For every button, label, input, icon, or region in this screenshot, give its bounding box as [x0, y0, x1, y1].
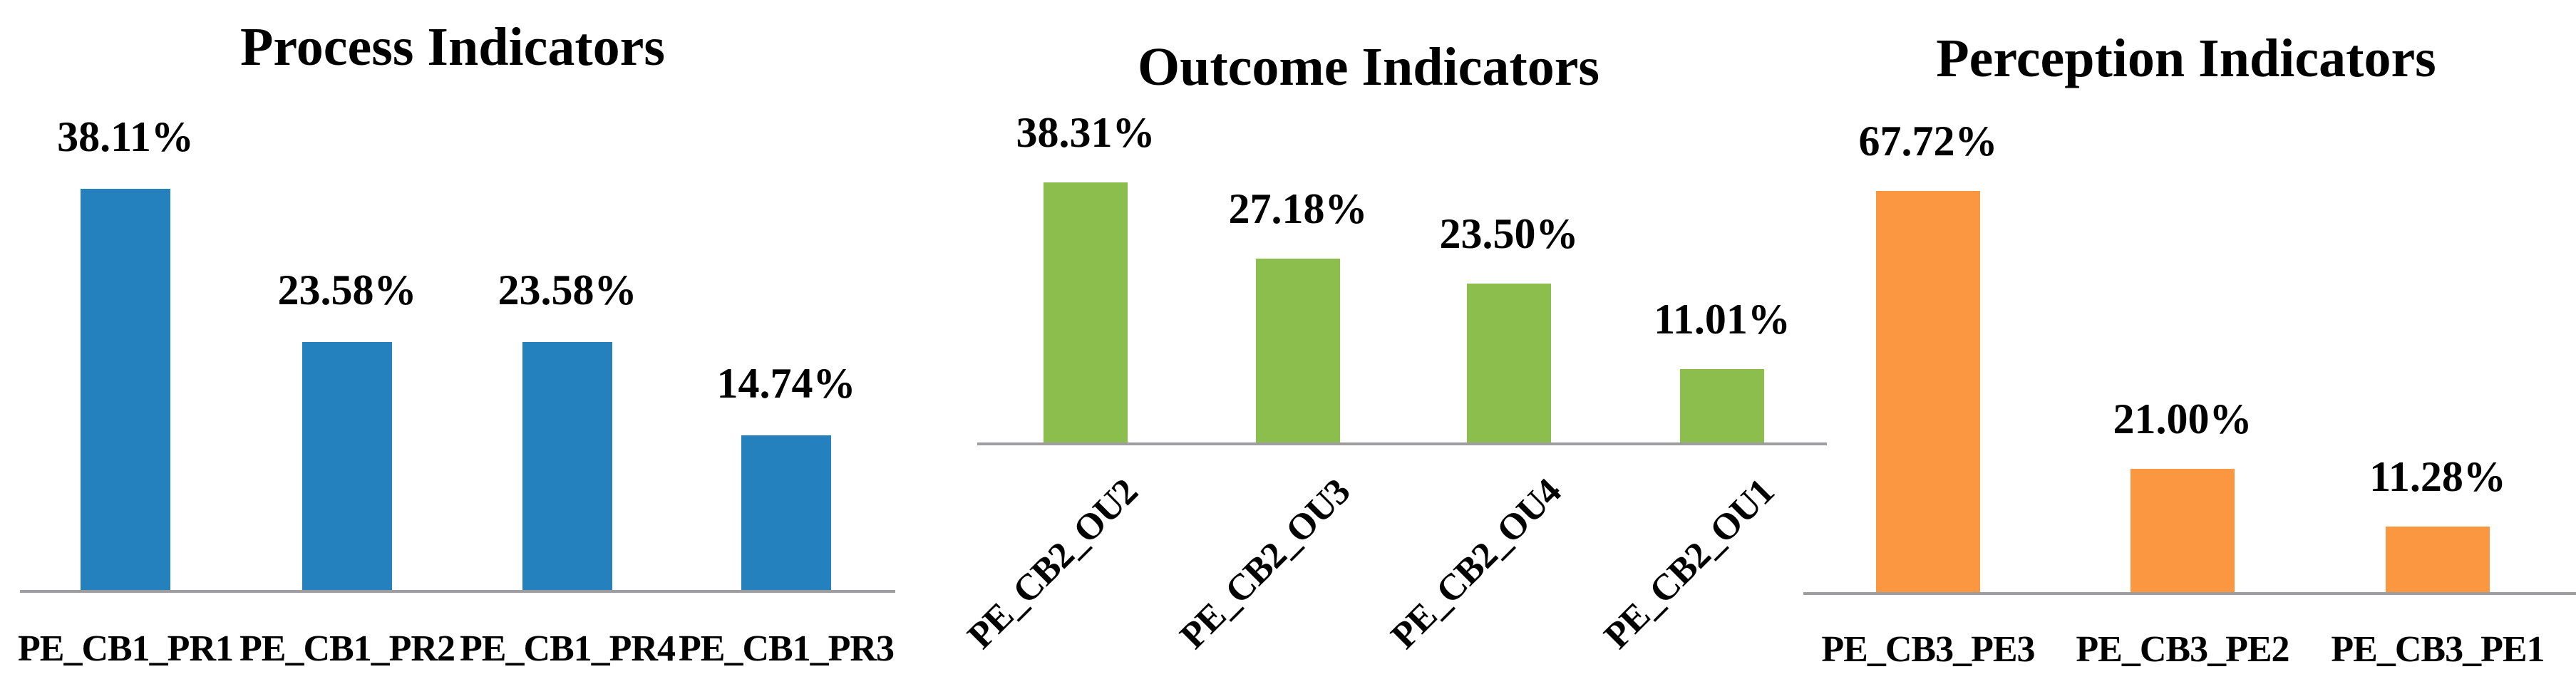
bar-PE_CB3_PE2 [2131, 469, 2235, 594]
bar-PE_CB1_PR4 [522, 342, 612, 591]
category-label-PE_CB1_PR3: PE_CB1_PR3 [679, 628, 895, 669]
category-label-PE_CB3_PE1: PE_CB3_PE1 [2331, 629, 2545, 670]
plot-area-perception: 67.72% PE_CB3_PE3 21.00% PE_CB3_PE2 11.28% PE… [1796, 0, 2576, 694]
bar-PE_CB2_OU2 [1044, 182, 1128, 444]
bar-PE_CB2_OU3 [1256, 259, 1340, 444]
value-label-PE_CB1_PR1: 38.11% [57, 113, 194, 160]
category-label-PE_CB2_OU3: PE_CB2_OU3 [1172, 471, 1358, 657]
x-axis-line [20, 590, 895, 593]
chart-outcome-indicators: Outcome Indicators 38.31% PE_CB2_OU2 27.18… [905, 0, 1832, 694]
category-label-PE_CB1_PR4: PE_CB1_PR4 [460, 628, 676, 669]
bar-PE_CB1_PR2 [302, 342, 392, 591]
category-label-PE_CB3_PE2: PE_CB3_PE2 [2076, 629, 2289, 670]
value-label-PE_CB1_PR2: 23.58% [277, 266, 417, 314]
chart-title-outcome: Outcome Indicators [1137, 37, 1600, 97]
value-label-PE_CB1_PR3: 14.74% [716, 360, 856, 407]
value-label-PE_CB2_OU4: 23.50% [1439, 210, 1579, 257]
bar-PE_CB1_PR1 [81, 189, 170, 591]
value-label-PE_CB3_PE3: 67.72% [1858, 118, 1998, 165]
chart-perception-indicators: Perception Indicators 67.72% PE_CB3_PE3 21… [1796, 0, 2576, 694]
category-label-PE_CB1_PR1: PE_CB1_PR1 [18, 628, 234, 669]
bar-PE_CB2_OU1 [1680, 369, 1764, 444]
value-label-PE_CB2_OU2: 38.31% [1016, 109, 1155, 156]
x-axis-line [977, 442, 1827, 445]
value-label-PE_CB3_PE1: 11.28% [2369, 453, 2506, 500]
category-label-PE_CB2_OU4: PE_CB2_OU4 [1383, 471, 1569, 657]
category-label-PE_CB1_PR2: PE_CB1_PR2 [239, 628, 455, 669]
category-label-PE_CB2_OU2: PE_CB2_OU2 [959, 471, 1145, 657]
chart-title-perception: Perception Indicators [1936, 29, 2436, 88]
chart-process-indicators: Process Indicators 38.11% PE_CB1_PR1 23.58… [0, 0, 905, 694]
value-label-PE_CB1_PR4: 23.58% [498, 266, 637, 314]
category-label-PE_CB3_PE3: PE_CB3_PE3 [1821, 629, 2035, 670]
plot-area-process: 38.11% PE_CB1_PR1 23.58% PE_CB1_PR2 23.58% PE… [0, 0, 905, 694]
category-label-PE_CB2_OU1: PE_CB2_OU1 [1596, 471, 1782, 657]
bar-PE_CB3_PE1 [2386, 527, 2490, 594]
bar-PE_CB2_OU4 [1467, 284, 1551, 444]
x-axis-line [1803, 592, 2576, 595]
chart-title-process: Process Indicators [240, 17, 665, 77]
plot-area-outcome: 38.31% PE_CB2_OU2 27.18% PE_CB2_OU3 23.50% PE… [905, 0, 1832, 694]
bar-PE_CB1_PR3 [741, 435, 831, 591]
value-label-PE_CB2_OU1: 11.01% [1654, 296, 1791, 343]
value-label-PE_CB2_OU3: 27.18% [1228, 185, 1368, 232]
value-label-PE_CB3_PE2: 21.00% [2113, 395, 2252, 442]
bar-PE_CB3_PE3 [1876, 191, 1980, 594]
